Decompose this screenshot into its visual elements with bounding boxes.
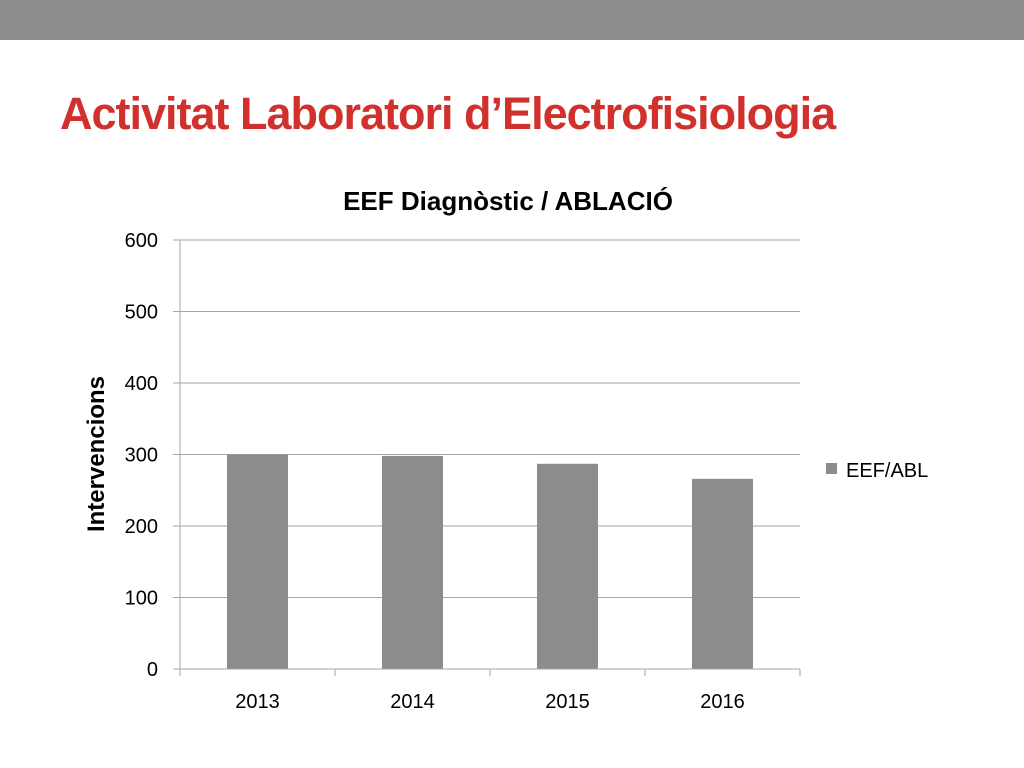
- y-tick-label: 500: [125, 302, 158, 324]
- legend-swatch: [826, 463, 837, 474]
- y-tick-label: 400: [125, 373, 158, 395]
- y-tick-label: 600: [125, 230, 158, 252]
- axes: 0 100 200 300 400 500 600 2013 2014 2015 2016: [125, 230, 801, 713]
- slide-title: Activitat Laboratori d’Electrofisiologia: [60, 88, 836, 139]
- y-axis-label: Intervencions: [83, 376, 110, 532]
- bar: [227, 454, 288, 669]
- top-bar: [0, 0, 1024, 40]
- x-tick-label: 2014: [390, 691, 435, 713]
- legend: EEF/ABL: [826, 460, 928, 482]
- legend-label: EEF/ABL: [846, 460, 928, 482]
- y-tick-label: 200: [125, 516, 158, 538]
- y-tick-label: 300: [125, 445, 158, 467]
- bars: [227, 454, 753, 669]
- x-tick-label: 2015: [545, 691, 590, 713]
- x-tick-label: 2016: [700, 691, 745, 713]
- bar-chart: 0 100 200 300 400 500 600 2013 2014 2015 2016 EEF …: [83, 186, 928, 713]
- chart-title: EEF Diagnòstic / ABLACIÓ: [343, 186, 673, 216]
- bar: [537, 463, 598, 669]
- bar: [692, 478, 753, 669]
- y-tick-label: 0: [147, 659, 158, 681]
- y-tick-label: 100: [125, 588, 158, 610]
- bar: [382, 455, 443, 669]
- x-tick-label: 2013: [235, 691, 280, 713]
